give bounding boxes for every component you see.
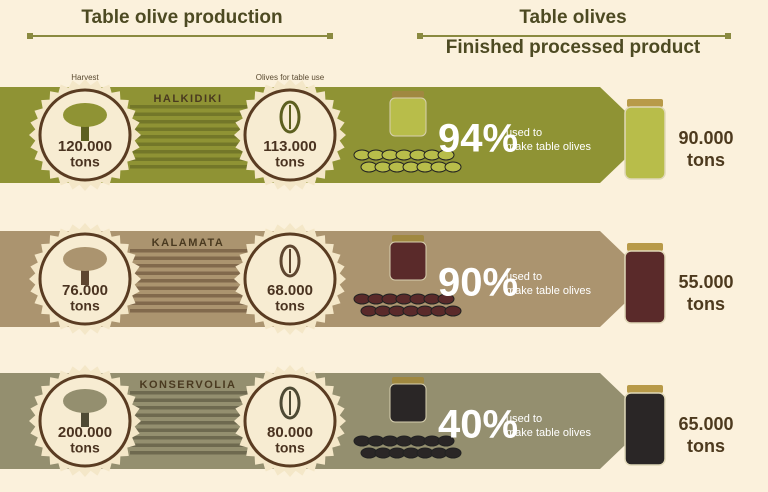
stripe xyxy=(130,135,250,139)
badge-ring xyxy=(243,232,337,326)
stripe xyxy=(130,157,250,161)
stripe xyxy=(130,286,250,290)
jar xyxy=(624,392,666,466)
tree-trunk xyxy=(81,409,89,427)
jar xyxy=(389,241,427,281)
stripe xyxy=(130,165,250,169)
olive-slice xyxy=(444,161,462,173)
percentage: 90% xyxy=(438,261,518,305)
stripe xyxy=(130,249,250,253)
stripe xyxy=(130,428,250,432)
note: used to xyxy=(506,127,542,139)
divider-end xyxy=(27,33,33,39)
jar-lid xyxy=(627,385,663,393)
left-title: Table olive production xyxy=(81,7,282,28)
jar xyxy=(624,250,666,324)
olive-slice xyxy=(444,305,462,317)
olive-slice xyxy=(444,447,462,459)
stripe xyxy=(130,120,250,124)
amount-unit: tons xyxy=(275,440,305,456)
stripe xyxy=(130,436,250,440)
stripe xyxy=(130,391,250,395)
stripe xyxy=(130,413,250,417)
stripe xyxy=(130,301,250,305)
amount-unit: tons xyxy=(70,298,100,314)
stripe xyxy=(130,127,250,131)
jar xyxy=(389,97,427,137)
product: 65.000 xyxy=(678,414,733,434)
percentage: 40% xyxy=(438,403,518,447)
stripe xyxy=(130,279,250,283)
stripe xyxy=(130,421,250,425)
olive-icon xyxy=(279,100,301,134)
jar-lid xyxy=(627,99,663,107)
stripe xyxy=(130,112,250,116)
divider-end xyxy=(327,33,333,39)
amount-unit: tons xyxy=(275,154,305,170)
divider-end xyxy=(725,33,731,39)
column-label: Harvest xyxy=(71,73,99,82)
amount-unit: tons xyxy=(275,298,305,314)
divider-end xyxy=(417,33,423,39)
product-unit: tons xyxy=(687,150,725,170)
stripe xyxy=(130,256,250,260)
stripe xyxy=(130,406,250,410)
product: 55.000 xyxy=(678,272,733,292)
stripe xyxy=(130,398,250,402)
right-subtitle: Finished processed product xyxy=(446,37,701,58)
jar-lid xyxy=(392,91,424,98)
stripe xyxy=(130,451,250,455)
region-name: KALAMATA xyxy=(152,237,225,249)
stripe xyxy=(130,309,250,313)
stripe xyxy=(130,105,250,109)
amount: 68.000 xyxy=(267,282,313,299)
amount: 200.000 xyxy=(58,424,112,441)
product-unit: tons xyxy=(687,294,725,314)
note: make table olives xyxy=(506,427,591,439)
stripe xyxy=(130,142,250,146)
jar xyxy=(389,383,427,423)
tree-trunk xyxy=(81,267,89,285)
product: 90.000 xyxy=(678,128,733,148)
region-name: KONSERVOLIA xyxy=(140,379,237,391)
amount: 76.000 xyxy=(62,282,108,299)
note: make table olives xyxy=(506,141,591,153)
region-name: HALKIDIKI xyxy=(153,93,222,105)
amount-unit: tons xyxy=(70,154,100,170)
olive-slice xyxy=(437,149,455,161)
note: used to xyxy=(506,271,542,283)
badge-ring xyxy=(243,374,337,468)
amount: 113.000 xyxy=(263,138,316,155)
jar-lid xyxy=(392,377,424,384)
stripe xyxy=(130,264,250,268)
amount: 120.000 xyxy=(58,138,112,155)
column-label: Olives for table use xyxy=(256,73,325,82)
stripe xyxy=(130,150,250,154)
product-unit: tons xyxy=(687,436,725,456)
jar-lid xyxy=(627,243,663,251)
amount-unit: tons xyxy=(70,440,100,456)
jar-lid xyxy=(392,235,424,242)
olive-icon xyxy=(279,244,301,278)
note: make table olives xyxy=(506,285,591,297)
jar xyxy=(624,106,666,180)
tree-trunk xyxy=(81,123,89,141)
tree-crown xyxy=(63,247,107,271)
stripe xyxy=(130,443,250,447)
amount: 80.000 xyxy=(267,424,313,441)
right-title: Table olives xyxy=(519,7,626,28)
olive-slice xyxy=(437,435,455,447)
olive-icon xyxy=(279,386,301,420)
tree-crown xyxy=(63,389,107,413)
note: used to xyxy=(506,413,542,425)
tree-crown xyxy=(63,103,107,127)
badge-ring xyxy=(243,88,337,182)
percentage: 94% xyxy=(438,117,518,161)
stripe xyxy=(130,294,250,298)
stripe xyxy=(130,271,250,275)
olive-slice xyxy=(437,293,455,305)
